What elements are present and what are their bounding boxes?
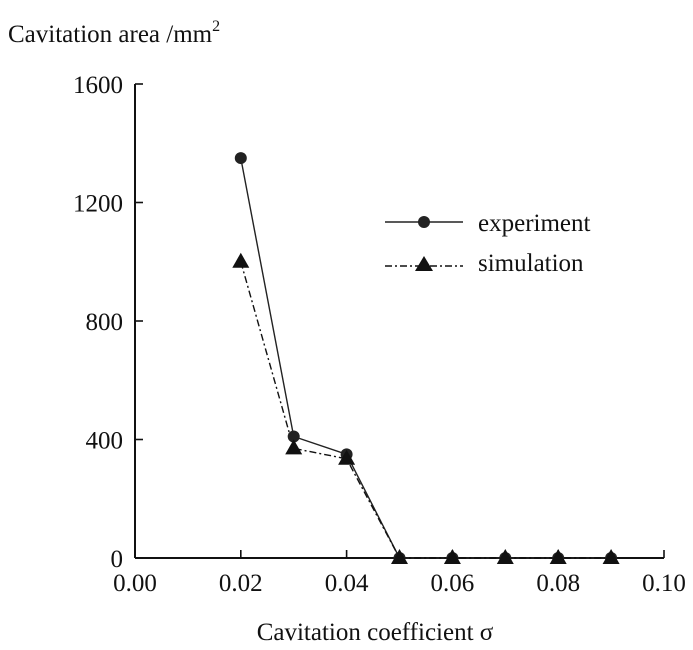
legend-simulation-label: simulation	[478, 250, 584, 277]
series-layer	[232, 152, 620, 564]
simulation-point	[549, 549, 567, 564]
axis-ticks: 0.00 0.02 0.04 0.06 0.08 0.10 0 400 800 1200 1600	[73, 72, 686, 597]
y-axis-label-superscript: 2	[212, 18, 220, 35]
simulation-point	[391, 549, 408, 564]
x-tick-label: 0.00	[113, 570, 157, 597]
y-tick-label: 400	[86, 428, 124, 455]
y-axis-label: Cavitation area /mm2	[8, 18, 220, 48]
simulation-point	[285, 439, 303, 455]
x-axis-label: Cavitation coefficient σ	[257, 619, 494, 646]
experiment-point	[234, 152, 247, 165]
y-tick-label: 800	[86, 309, 124, 336]
legend-simulation-marker	[415, 256, 433, 271]
simulation-point	[338, 449, 356, 465]
x-tick-label: 0.02	[219, 570, 263, 597]
simulation-series-line	[240, 261, 612, 559]
x-tick-label: 0.06	[431, 570, 475, 597]
legend-experiment-marker	[418, 216, 430, 228]
x-tick-label: 0.10	[642, 570, 686, 597]
simulation-point	[443, 549, 461, 564]
legend: experiment simulation	[385, 210, 591, 277]
experiment-point	[287, 430, 300, 443]
y-tick-label: 0	[111, 546, 124, 573]
x-tick-label: 0.04	[325, 570, 369, 597]
simulation-point	[496, 549, 514, 564]
simulation-point	[602, 549, 620, 564]
x-tick-label: 0.08	[536, 570, 580, 597]
simulation-point	[232, 252, 250, 268]
y-tick-label: 1200	[73, 191, 123, 218]
y-tick-label: 1600	[73, 72, 123, 99]
legend-experiment-label: experiment	[478, 210, 591, 237]
